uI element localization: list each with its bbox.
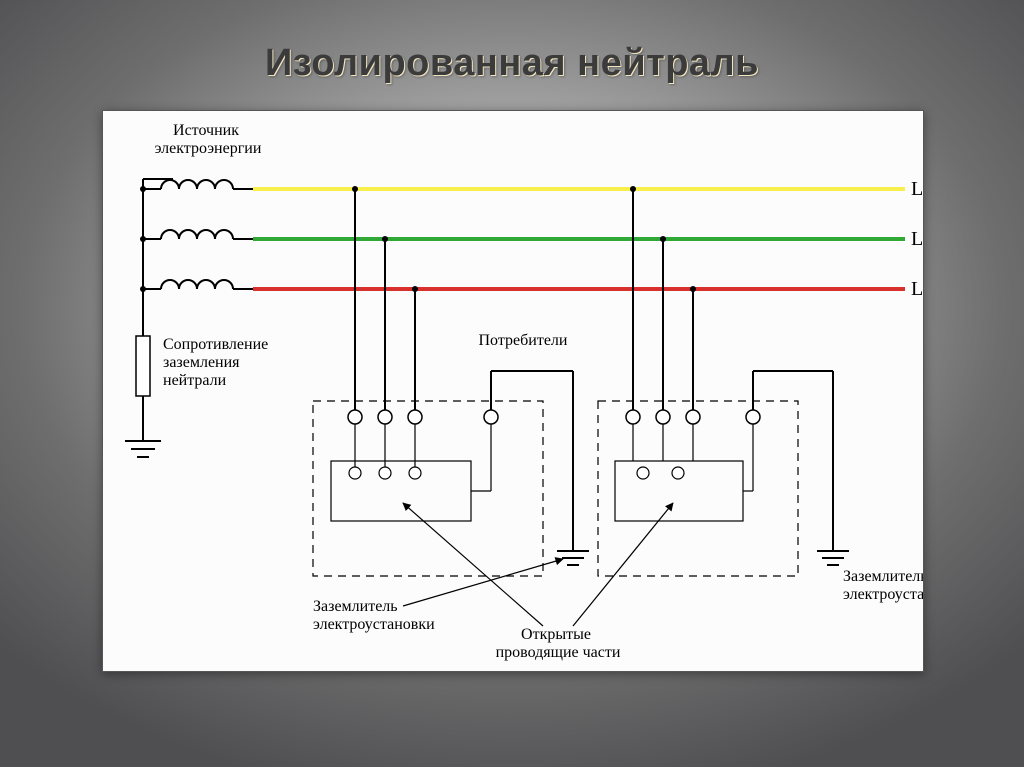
neutral-resistor — [136, 336, 150, 396]
inductor-L2 — [143, 230, 253, 239]
open-parts-label: Открытые проводящие части — [496, 626, 621, 661]
node-dot — [140, 186, 146, 192]
earther-right-label: Заземлитель электроустановки — [843, 568, 923, 603]
node-dot — [140, 286, 146, 292]
arrow-earther-left — [403, 559, 563, 606]
consumers-label: Потребители — [479, 332, 568, 349]
resistor-label: Сопротивление заземления нейтрали — [163, 336, 272, 389]
inductor-L3 — [143, 280, 253, 289]
consumer-B — [598, 186, 849, 576]
bus-L3-label: L3 — [911, 278, 923, 300]
inductor-L1 — [143, 180, 253, 189]
bus-L1-label: L1 — [911, 178, 923, 200]
slide-title: Изолированная нейтраль — [0, 42, 1024, 85]
circuit-diagram: Источник электроэнергии L1 L2 — [103, 111, 923, 671]
source-label: Источник электроэнергии — [155, 122, 262, 157]
earther-left-label: Заземлитель электроустановки — [313, 598, 435, 633]
consumer-A — [313, 186, 589, 576]
bus-L2-label: L2 — [911, 228, 923, 250]
arrow-openparts-L — [403, 503, 543, 626]
ground-source-icon — [125, 441, 161, 457]
diagram-panel: Источник электроэнергии L1 L2 — [102, 110, 924, 672]
node-dot — [140, 236, 146, 242]
slide-backdrop: Изолированная нейтраль Источник электроэ… — [0, 0, 1024, 767]
